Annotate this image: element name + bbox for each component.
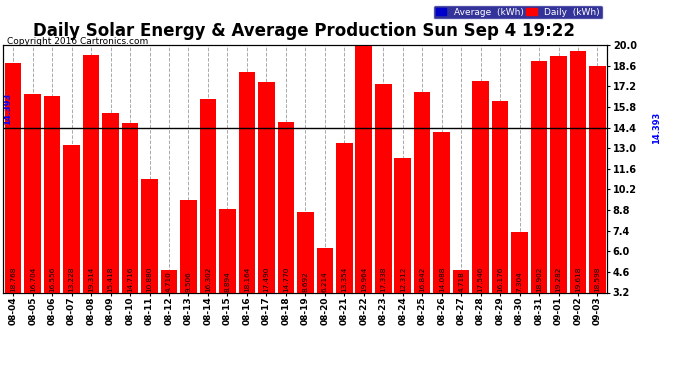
Bar (395, 158, 411, 292)
Text: 14.393: 14.393 (651, 111, 660, 144)
Text: 18.902: 18.902 (536, 266, 542, 292)
Bar (492, 101, 509, 292)
Bar (531, 61, 547, 292)
Bar (589, 66, 606, 292)
Text: 16.704: 16.704 (30, 266, 36, 292)
Bar (83, 55, 99, 292)
Text: 18.768: 18.768 (10, 266, 16, 292)
Bar (550, 56, 566, 292)
Text: 19.964: 19.964 (361, 266, 367, 292)
Bar (239, 72, 255, 292)
Text: 4.718: 4.718 (458, 271, 464, 292)
Bar (219, 209, 236, 292)
Bar (414, 92, 431, 292)
Bar (277, 122, 294, 292)
Bar (141, 179, 158, 292)
Text: 14.393: 14.393 (3, 93, 12, 125)
Text: 19.282: 19.282 (555, 266, 562, 292)
Bar (511, 232, 528, 292)
Bar (44, 96, 61, 292)
Text: 17.338: 17.338 (380, 266, 386, 292)
Text: 15.418: 15.418 (108, 266, 114, 292)
Bar (199, 99, 216, 292)
Text: 8.692: 8.692 (302, 271, 308, 292)
Bar (336, 143, 353, 292)
Bar (375, 84, 391, 292)
Bar (355, 45, 372, 292)
Text: 6.214: 6.214 (322, 271, 328, 292)
Text: 9.506: 9.506 (186, 271, 191, 292)
Bar (5, 63, 21, 292)
Text: 8.894: 8.894 (224, 271, 230, 292)
Text: 16.556: 16.556 (49, 266, 55, 292)
Text: 19.618: 19.618 (575, 266, 581, 292)
Text: 16.176: 16.176 (497, 266, 503, 292)
Bar (180, 200, 197, 292)
Text: Daily Solar Energy & Average Production Sun Sep 4 19:22: Daily Solar Energy & Average Production … (32, 22, 575, 40)
Bar (63, 145, 80, 292)
Text: 7.304: 7.304 (517, 271, 522, 292)
Bar (317, 248, 333, 292)
Text: 16.302: 16.302 (205, 266, 211, 292)
Text: 17.490: 17.490 (264, 266, 269, 292)
Text: 16.842: 16.842 (420, 266, 425, 292)
Text: 18.598: 18.598 (595, 266, 600, 292)
Bar (161, 270, 177, 292)
Text: 17.546: 17.546 (477, 266, 484, 292)
Text: Copyright 2016 Cartronics.com: Copyright 2016 Cartronics.com (7, 38, 148, 46)
Legend: Average  (kWh), Daily  (kWh): Average (kWh), Daily (kWh) (433, 5, 602, 20)
Bar (297, 211, 313, 292)
Bar (24, 93, 41, 292)
Bar (433, 132, 450, 292)
Text: 19.314: 19.314 (88, 266, 94, 292)
Text: 14.088: 14.088 (439, 266, 444, 292)
Text: 13.228: 13.228 (68, 266, 75, 292)
Bar (570, 51, 586, 292)
Text: 4.710: 4.710 (166, 271, 172, 292)
Text: 14.770: 14.770 (283, 266, 289, 292)
Text: 18.164: 18.164 (244, 266, 250, 292)
Bar (258, 82, 275, 292)
Bar (121, 123, 138, 292)
Text: 10.880: 10.880 (146, 266, 152, 292)
Bar (102, 112, 119, 292)
Text: 12.312: 12.312 (400, 266, 406, 292)
Text: 13.354: 13.354 (342, 266, 347, 292)
Bar (473, 81, 489, 292)
Text: 14.716: 14.716 (127, 266, 133, 292)
Bar (453, 270, 469, 292)
